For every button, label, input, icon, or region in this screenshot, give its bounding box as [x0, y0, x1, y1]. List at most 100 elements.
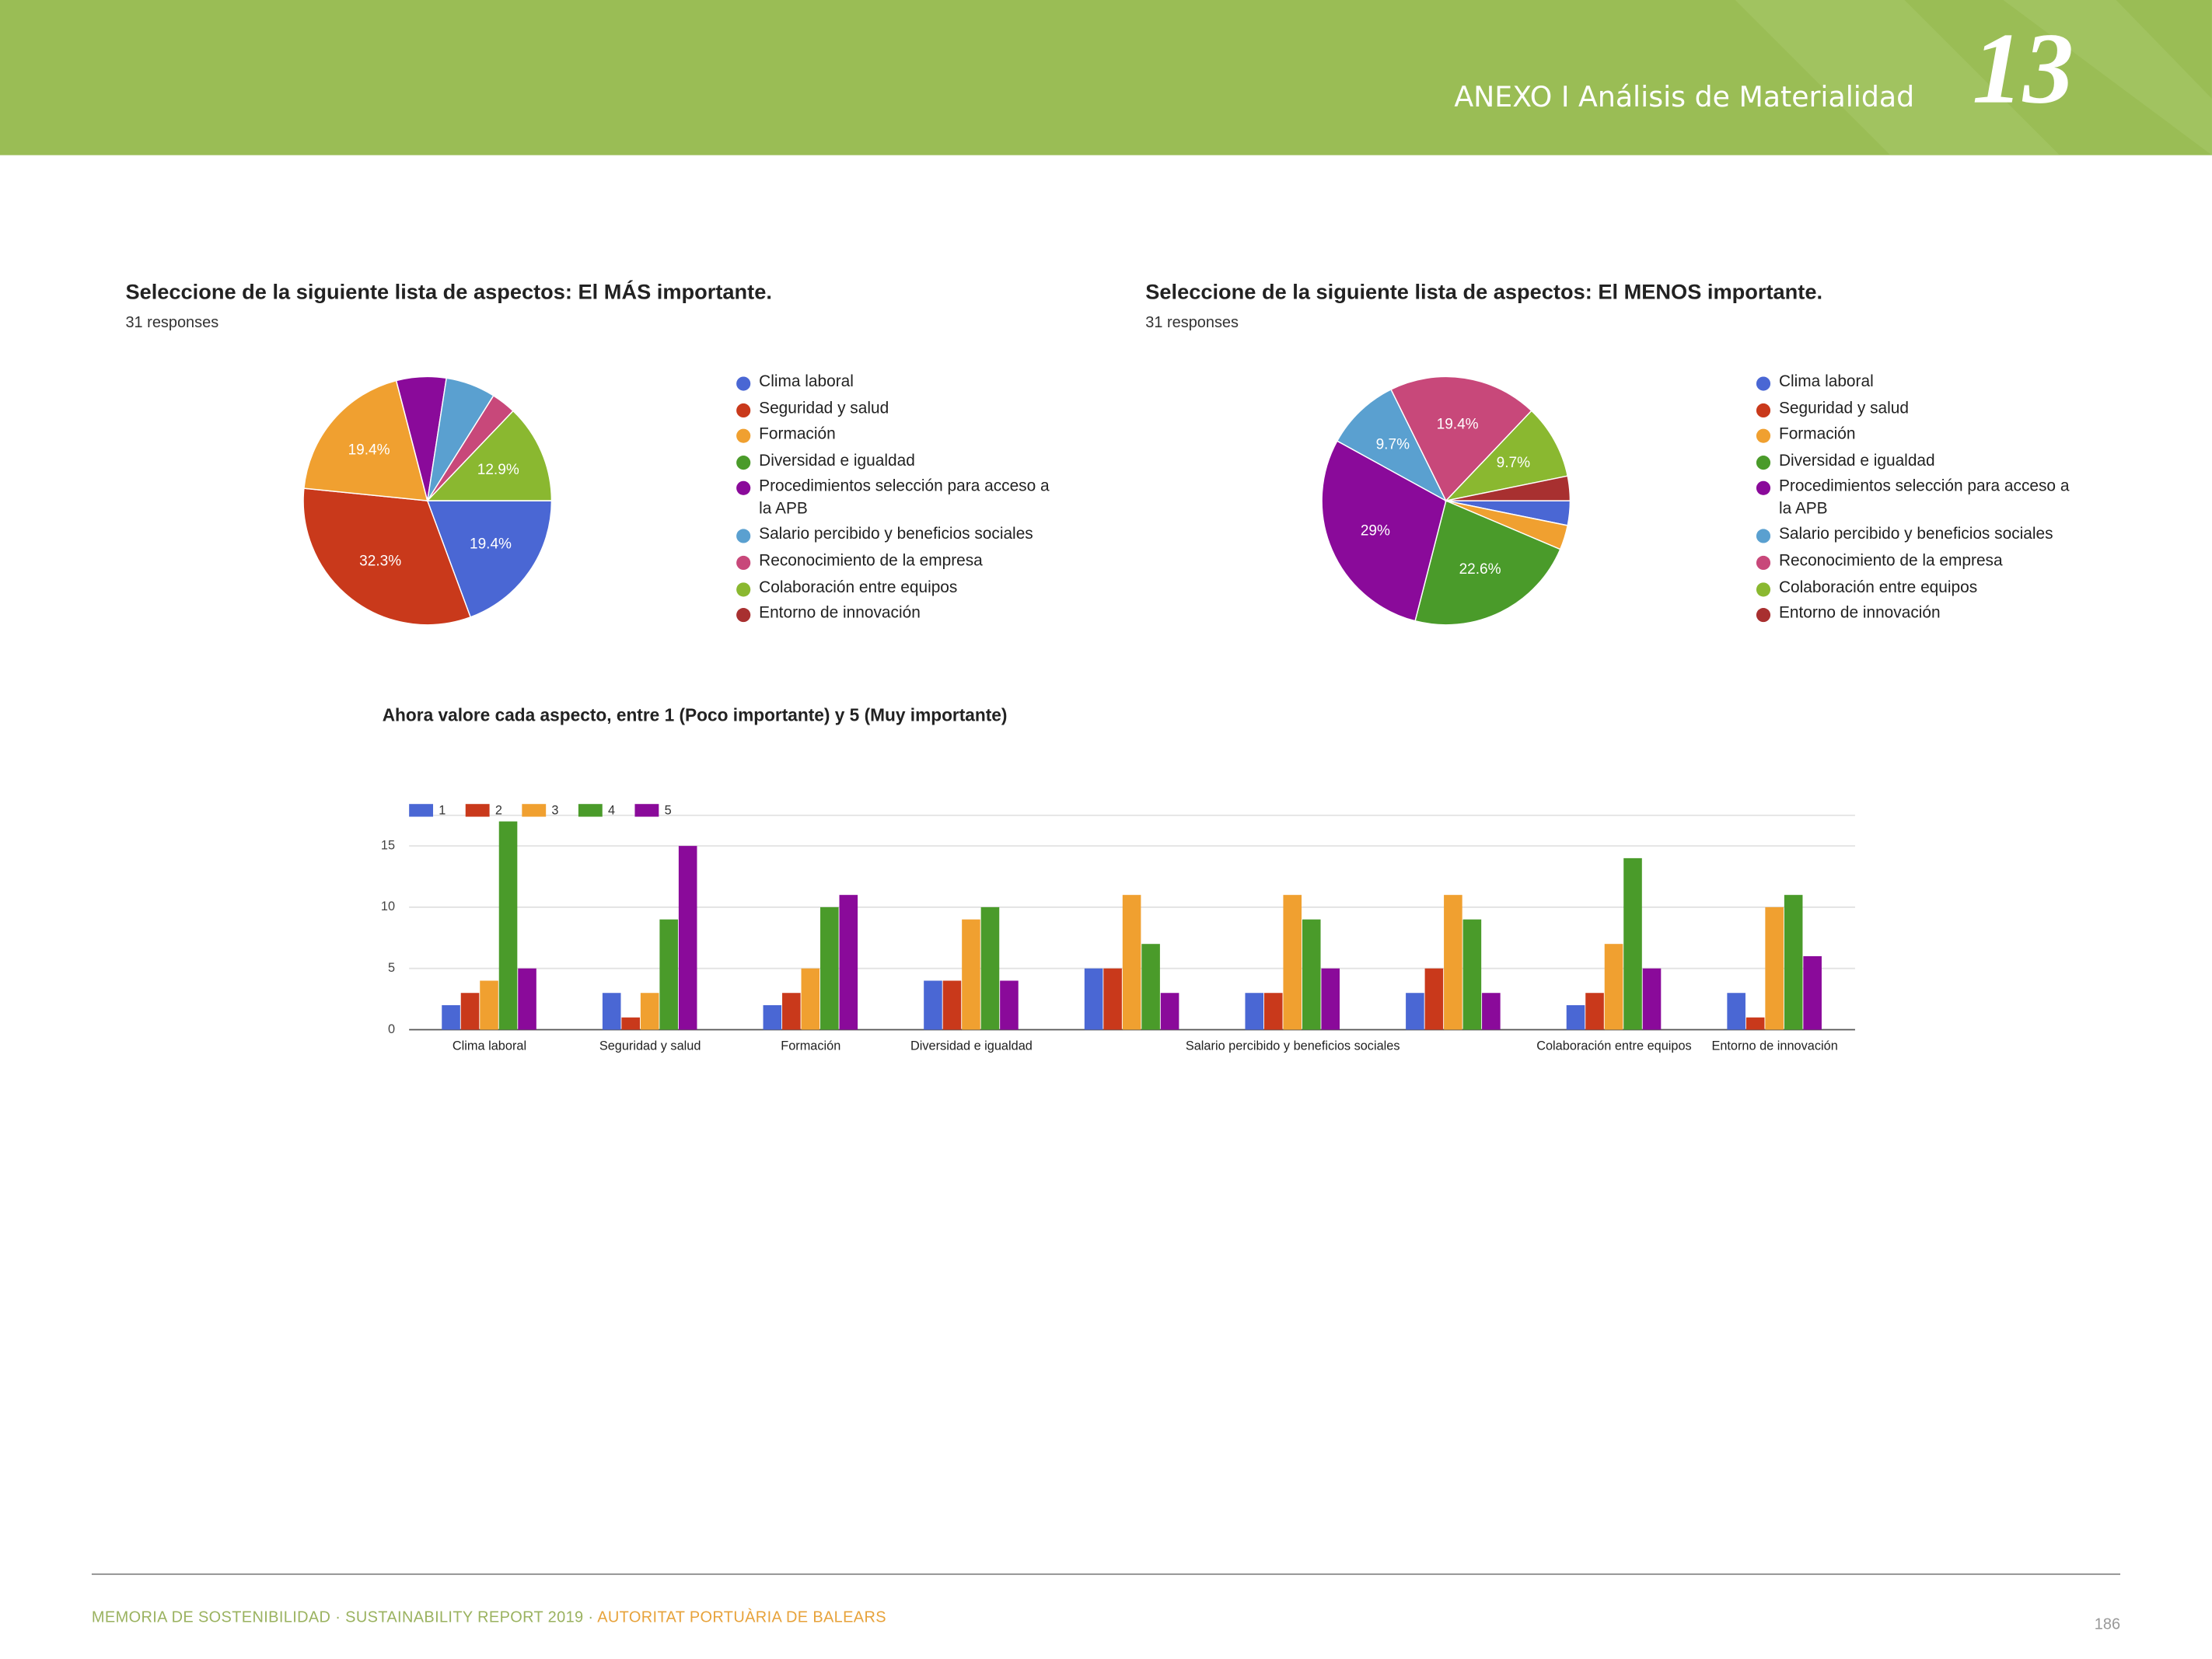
- legend-label: 1: [439, 804, 446, 818]
- chart-title: Seleccione de la siguiente lista de aspe…: [125, 280, 771, 304]
- legend-label: 2: [495, 804, 502, 818]
- legend-swatch: [736, 428, 751, 444]
- legend-label: Diversidad e igualdad: [759, 452, 915, 470]
- legend-swatch: [409, 804, 434, 817]
- chart-title: Ahora valore cada aspecto, entre 1 (Poco…: [383, 705, 1008, 725]
- slice-label: 9.7%: [1376, 437, 1410, 453]
- slice-label: 29%: [1361, 522, 1390, 539]
- pie-slice: [1444, 410, 1569, 502]
- legend-swatch: [736, 376, 751, 391]
- legend-label: Entorno de innovación: [1778, 605, 1941, 623]
- legend-label: Reconocimiento de la empresa: [759, 553, 983, 571]
- pie-slice: [1336, 388, 1448, 502]
- legend-label: Procedimientos selección para acceso a l…: [759, 478, 1050, 518]
- legend-label: Clima laboral: [759, 373, 854, 391]
- legend-label: Salario percibido y beneficios sociales: [759, 526, 1033, 544]
- pie-slice: [302, 487, 472, 626]
- legend-swatch: [736, 403, 751, 417]
- y-tick-label: 10: [381, 899, 395, 913]
- legend-item: Formación: [736, 424, 1061, 446]
- legend-item: Formación: [1756, 424, 2081, 446]
- legend-label: Formación: [1778, 426, 1856, 444]
- bar: [1642, 968, 1662, 1030]
- legend-swatch: [736, 555, 751, 571]
- slice-label: 22.6%: [1459, 561, 1501, 578]
- bar: [1084, 968, 1103, 1030]
- bar: [1727, 993, 1745, 1030]
- slice-label: 19.4%: [348, 442, 390, 459]
- legend-label: Seguridad y salud: [759, 400, 889, 417]
- legend-label: Reconocimiento de la empresa: [1778, 553, 2003, 571]
- legend-swatch: [1756, 582, 1771, 596]
- footer: MEMORIA DE SOSTENIBILIDAD · SUSTAINABILI…: [92, 1609, 886, 1626]
- bar: [498, 821, 518, 1030]
- bar: [1604, 944, 1623, 1030]
- bar: [678, 846, 697, 1030]
- bar: [1803, 955, 1822, 1030]
- header-decoration: [1735, 0, 2060, 155]
- legend-swatch: [1756, 376, 1771, 391]
- legend-item: Diversidad e igualdad: [1756, 451, 2081, 473]
- bar: [839, 895, 858, 1030]
- bar: [1424, 968, 1444, 1030]
- chapter-number: 13: [1973, 13, 2074, 125]
- x-tick-label: Formación: [781, 1039, 840, 1053]
- legend-label: 3: [551, 804, 558, 818]
- legend-label: Entorno de innovación: [759, 605, 921, 623]
- pie-slice: [303, 379, 428, 501]
- legend-swatch: [522, 804, 547, 817]
- legend-item: Entorno de innovación: [1756, 604, 2081, 626]
- legend-item: Salario percibido y beneficios sociales: [1756, 526, 2081, 547]
- legend-swatch: [736, 608, 751, 623]
- chart-subtitle: 31 responses: [1145, 314, 1239, 331]
- x-tick-label: Diversidad e igualdad: [910, 1039, 1033, 1053]
- legend-item: Colaboración entre equipos: [1756, 578, 2081, 599]
- slice-label: 32.3%: [359, 553, 401, 569]
- bar: [1160, 993, 1179, 1030]
- pie-slice: [426, 410, 553, 501]
- legend-swatch: [736, 455, 751, 470]
- bar: [460, 993, 480, 1030]
- legend-swatch: [465, 804, 490, 817]
- bar: [1444, 895, 1462, 1030]
- legend-label: Seguridad y salud: [1778, 400, 1909, 417]
- bar: [1566, 1004, 1585, 1030]
- y-tick-label: 5: [388, 961, 395, 975]
- bar: [518, 968, 536, 1030]
- legend-label: 5: [665, 804, 672, 818]
- bar: [1482, 993, 1501, 1030]
- legend-item: Clima laboral: [736, 372, 1061, 394]
- bar: [1283, 895, 1302, 1030]
- legend-label: Salario percibido y beneficios sociales: [1778, 526, 2053, 544]
- chart-title: Seleccione de la siguiente lista de aspe…: [1145, 280, 1822, 304]
- legend-item: Reconocimiento de la empresa: [1756, 552, 2081, 574]
- legend-item: Seguridad y salud: [736, 399, 1061, 421]
- pie-slice: [1390, 375, 1532, 502]
- bar: [942, 980, 962, 1030]
- bar: [801, 968, 820, 1030]
- pie-slice: [1414, 500, 1561, 626]
- pie-slice: [1445, 475, 1571, 501]
- footer-org: AUTORITAT PORTUÀRIA DE BALEARS: [597, 1609, 886, 1627]
- legend-swatch: [1756, 403, 1771, 417]
- y-tick-label: 15: [381, 838, 395, 852]
- bar: [980, 906, 1000, 1030]
- slice-label: 19.4%: [470, 536, 512, 553]
- legend-swatch: [578, 804, 603, 817]
- bar: [480, 980, 498, 1030]
- legend-swatch: [1756, 555, 1771, 571]
- header-decoration: [2003, 0, 2212, 155]
- bar: [659, 919, 678, 1030]
- legend-swatch: [1756, 608, 1771, 623]
- bar: [1103, 968, 1122, 1030]
- bar: [763, 1004, 782, 1030]
- legend: Clima laboral Seguridad y salud Formación D…: [736, 372, 1061, 630]
- legend-label: 4: [608, 804, 615, 818]
- legend-item: Diversidad e igualdad: [736, 451, 1061, 473]
- x-tick-label: Clima laboral: [453, 1039, 526, 1053]
- slice-label: 19.4%: [1437, 416, 1479, 432]
- x-tick-label: Seguridad y salud: [599, 1039, 701, 1053]
- legend-swatch: [634, 804, 659, 817]
- legend-label: Procedimientos selección para acceso a l…: [1778, 478, 2070, 518]
